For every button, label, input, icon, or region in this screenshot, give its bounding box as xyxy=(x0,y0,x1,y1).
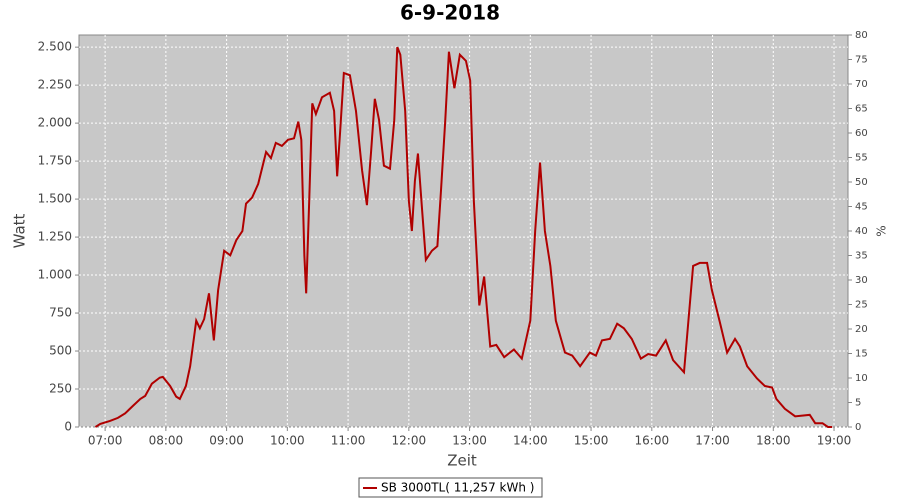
x-tick-label: 09:00 xyxy=(209,434,244,448)
y2-tick-label: 50 xyxy=(855,177,868,188)
y-tick-label: 1.250 xyxy=(38,230,72,244)
y2-tick-label: 10 xyxy=(855,373,868,384)
x-tick-label: 11:00 xyxy=(331,434,366,448)
y2-tick-label: 75 xyxy=(855,55,868,66)
x-tick-label: 14:00 xyxy=(513,434,548,448)
legend-box xyxy=(358,477,543,498)
y2-tick-label: 35 xyxy=(855,251,868,262)
x-tick-label: 18:00 xyxy=(756,434,791,448)
y2-tick-label: 60 xyxy=(855,128,868,139)
x-tick-label: 17:00 xyxy=(695,434,730,448)
chart-title: 6-9-2018 xyxy=(400,1,500,25)
y-tick-label: 1.750 xyxy=(38,154,72,168)
x-tick-label: 13:00 xyxy=(452,434,487,448)
y-tick-label: 1.500 xyxy=(38,192,72,206)
y2-tick-label: 45 xyxy=(855,202,868,213)
y-tick-label: 2.000 xyxy=(38,116,72,130)
y-axis-label: Watt xyxy=(11,213,29,248)
x-tick-label: 16:00 xyxy=(635,434,670,448)
series-line xyxy=(94,46,833,428)
y2-tick-label: 80 xyxy=(855,30,868,41)
y2-tick-label: 0 xyxy=(855,422,861,433)
y2-tick-label: 25 xyxy=(855,300,868,311)
x-tick-label: 19:00 xyxy=(817,434,852,448)
x-tick-label: 07:00 xyxy=(88,434,123,448)
y2-tick-label: 15 xyxy=(855,349,868,360)
x-tick-label: 12:00 xyxy=(392,434,427,448)
y2-tick-label: 20 xyxy=(855,324,868,335)
y-tick-label: 2.500 xyxy=(38,40,72,54)
x-axis-label: Zeit xyxy=(447,452,477,470)
y-tick-label: 500 xyxy=(49,344,72,358)
x-tick-label: 15:00 xyxy=(574,434,609,448)
y2-tick-label: 65 xyxy=(855,104,868,115)
y2-tick-label: 55 xyxy=(855,153,868,164)
legend-label: SB 3000TL( 11,257 kWh ) xyxy=(381,481,534,495)
y2-axis-label: % xyxy=(875,225,889,236)
y2-tick-label: 30 xyxy=(855,275,868,286)
y-tick-label: 750 xyxy=(49,306,72,320)
y2-tick-label: 70 xyxy=(855,79,868,90)
y2-tick-label: 40 xyxy=(855,226,868,237)
y2-tick-label: 5 xyxy=(855,398,861,409)
plot-area xyxy=(78,34,849,428)
y-tick-label: 0 xyxy=(64,420,72,434)
x-tick-label: 10:00 xyxy=(270,434,305,448)
y-tick-label: 250 xyxy=(49,382,72,396)
y-tick-label: 1.000 xyxy=(38,268,72,282)
x-tick-label: 08:00 xyxy=(149,434,184,448)
y-tick-label: 2.250 xyxy=(38,78,72,92)
